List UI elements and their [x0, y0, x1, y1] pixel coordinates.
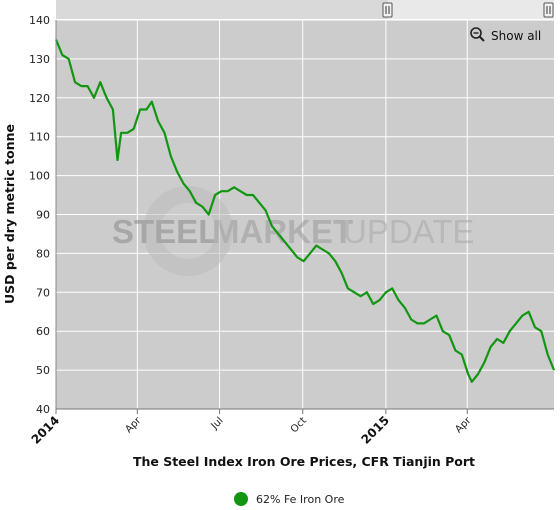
- legend-marker: [234, 492, 248, 506]
- legend-item-iron-ore[interactable]: 62% Fe Iron Ore: [234, 492, 345, 506]
- show-all-label: Show all: [491, 29, 541, 43]
- y-tick-label: 90: [36, 209, 50, 222]
- x-tick-label: 2015: [358, 413, 392, 447]
- watermark-text-bold: STEEL: [112, 213, 218, 250]
- y-tick-label: 70: [36, 286, 50, 299]
- y-tick-label: 80: [36, 247, 50, 260]
- x-tick-label: 2014: [29, 413, 63, 447]
- navigator-selection[interactable]: [56, 0, 388, 19]
- watermark-text-light: UPDATE: [343, 213, 474, 250]
- legend-label: 62% Fe Iron Ore: [256, 493, 345, 506]
- y-tick-label: 130: [29, 53, 50, 66]
- series-line-iron-ore[interactable]: [54, 39, 556, 383]
- y-tick-label: 140: [29, 14, 50, 27]
- show-all-button[interactable]: Show all: [470, 27, 541, 43]
- y-tick-label: 60: [36, 325, 50, 338]
- navigator-handle-right[interactable]: [543, 2, 554, 18]
- x-tick-label: Jul: [209, 415, 226, 432]
- y-tick-label: 120: [29, 92, 50, 105]
- y-tick-label: 110: [29, 131, 50, 144]
- x-tick-label: Apr: [453, 415, 474, 436]
- chart-title: The Steel Index Iron Ore Prices, CFR Tia…: [133, 454, 475, 469]
- y-tick-label: 50: [36, 364, 50, 377]
- navigator-handle-left[interactable]: [382, 2, 393, 18]
- x-tick-label: Oct: [289, 415, 309, 435]
- y-tick-label: 100: [29, 170, 50, 183]
- zoom-out-icon: [470, 27, 482, 39]
- watermark-text-mid: MARKET: [212, 213, 353, 250]
- y-axis-title: USD per dry metric tonne: [2, 124, 17, 304]
- y-tick-label: 40: [36, 403, 50, 416]
- x-tick-label: Apr: [123, 415, 144, 436]
